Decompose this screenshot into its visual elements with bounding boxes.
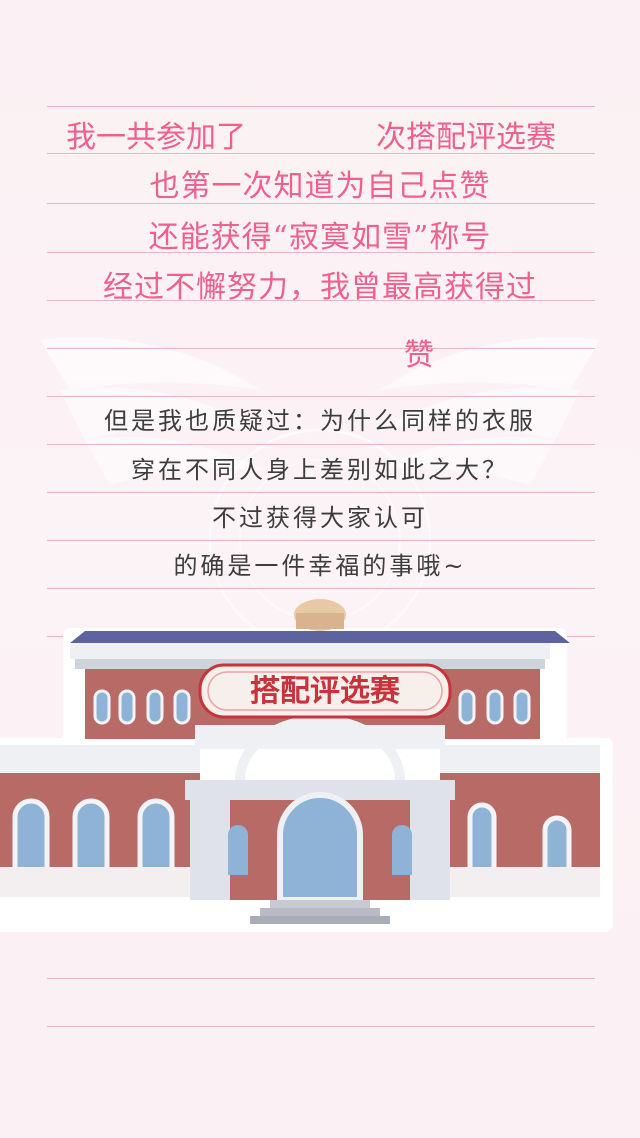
diary-line-1-right: 次搭配评选赛 — [376, 120, 556, 155]
diary-body-line-4: 的确是一件幸福的事哦~ — [173, 552, 467, 580]
diary-line-2: 也第一次知道为自己点赞 — [149, 169, 491, 204]
ruled-line — [47, 348, 595, 349]
diary-body-line-1: 但是我也质疑过：为什么同样的衣服 — [104, 407, 536, 435]
ruled-line — [47, 1026, 595, 1027]
diary-line-4: 经过不懈努力，我曾最高获得过 — [103, 270, 537, 305]
ruled-line — [47, 203, 595, 204]
ruled-line — [47, 492, 595, 493]
ruled-line — [47, 978, 595, 979]
ruled-line — [47, 252, 595, 253]
diary-body-line-2: 穿在不同人身上差别如此之大？ — [131, 456, 509, 484]
diary-line-5: 赞 — [404, 338, 434, 373]
ruled-line — [47, 588, 595, 589]
ruled-line — [47, 396, 595, 397]
ruled-line — [47, 153, 595, 154]
diary-line-3: 还能获得“寂寞如雪”称号 — [148, 220, 492, 255]
ruled-line — [47, 106, 595, 107]
contest-sign-label: 搭配评选赛 — [250, 674, 401, 709]
wing-emblem-decoration — [40, 337, 600, 652]
diary-line-1-left: 我一共参加了 — [66, 120, 246, 155]
ruled-line — [47, 540, 595, 541]
ruled-line — [47, 300, 595, 301]
contest-hall-illustration: 搭配评选赛 — [0, 599, 613, 932]
ruled-line — [47, 444, 595, 445]
diary-body-line-3: 不过获得大家认可 — [212, 504, 428, 532]
